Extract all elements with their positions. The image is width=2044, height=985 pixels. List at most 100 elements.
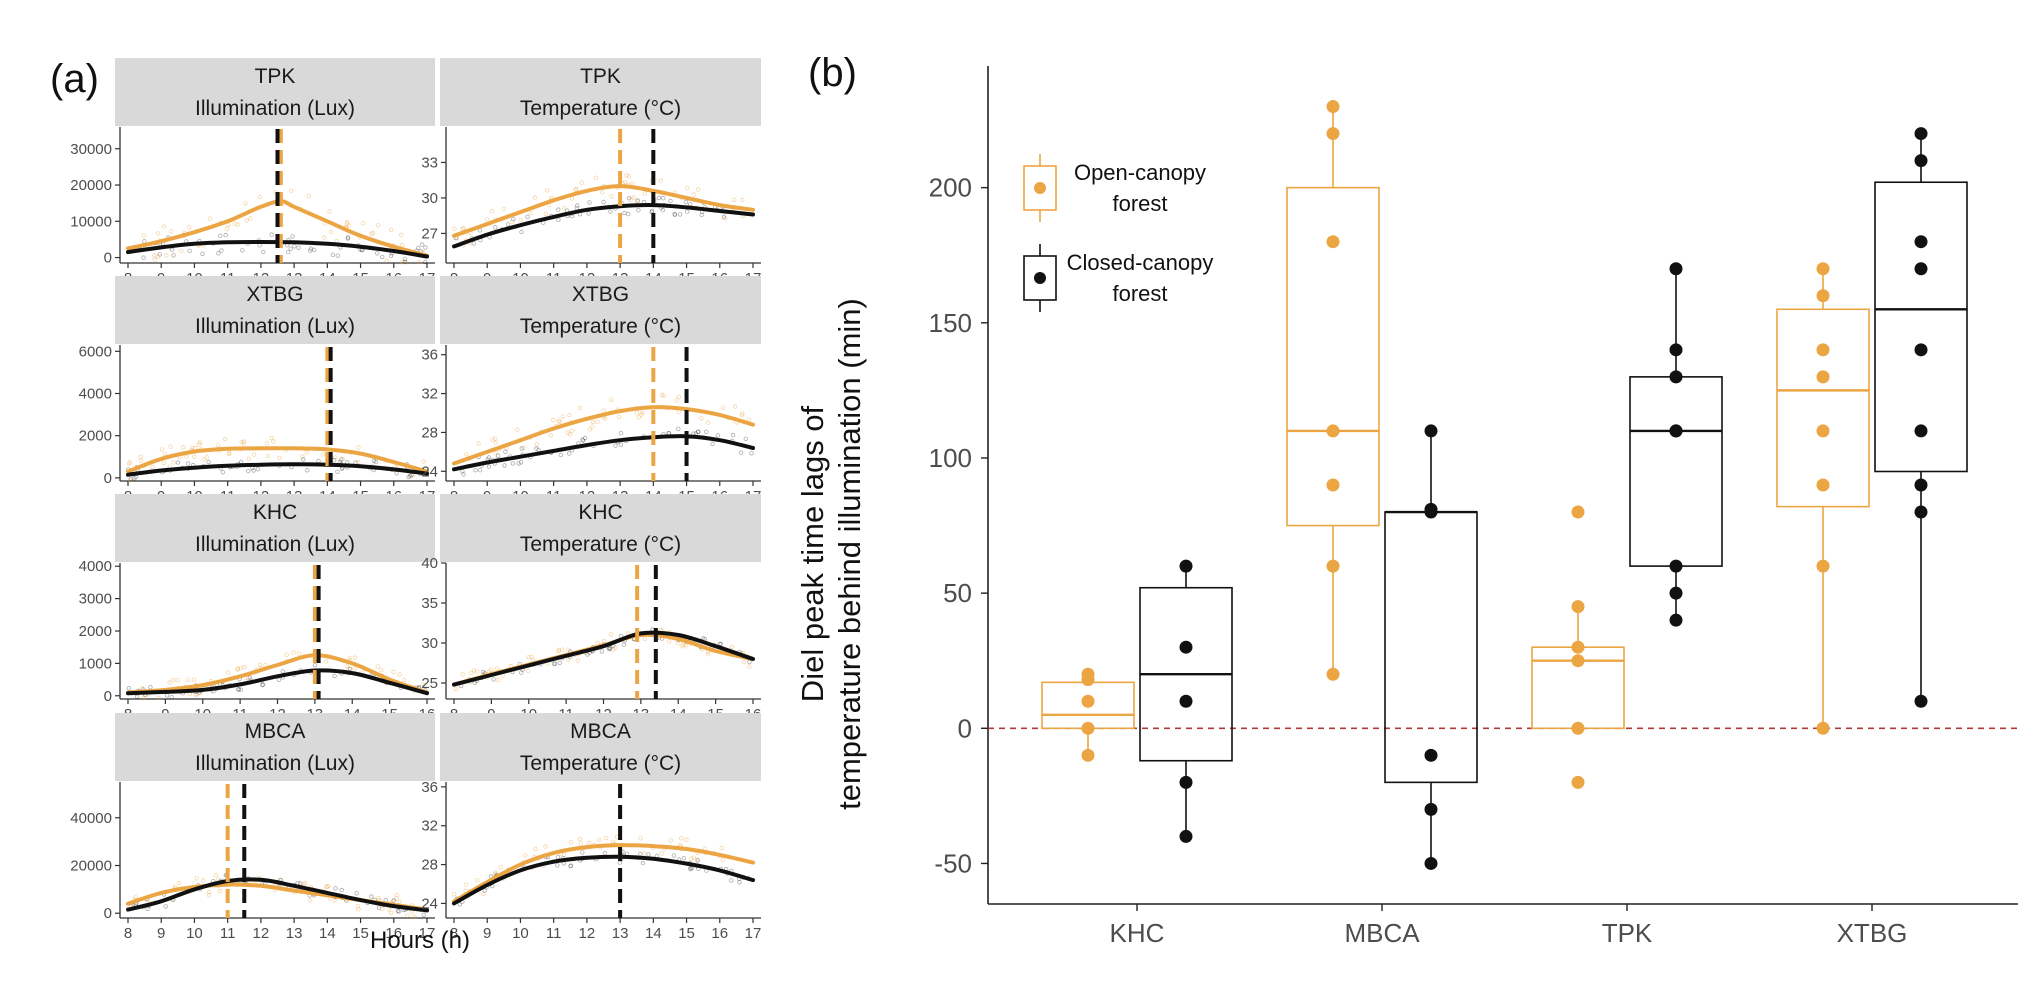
observation-point <box>312 663 318 668</box>
x-tick-label: 17 <box>419 925 436 942</box>
observation-point <box>240 248 245 253</box>
observation-point <box>617 414 622 420</box>
observation-point <box>286 249 291 255</box>
observation-point <box>677 212 683 217</box>
observation-point <box>510 219 515 224</box>
observation-point <box>246 468 251 474</box>
y-tick-label: 36 <box>421 347 438 364</box>
observation-point <box>710 441 715 447</box>
observation-point <box>307 898 313 903</box>
data-point <box>1914 154 1928 168</box>
data-point <box>1669 559 1683 573</box>
observation-point <box>187 248 192 253</box>
observation-point <box>737 880 742 885</box>
observation-point <box>301 457 306 462</box>
observation-point <box>516 461 521 466</box>
x-tick-label: 13 <box>612 925 629 942</box>
observation-point <box>729 644 734 650</box>
observation-point <box>159 447 165 452</box>
observation-point <box>489 667 494 672</box>
observation-point <box>175 460 181 465</box>
observation-point <box>247 675 253 680</box>
observation-point <box>126 461 132 466</box>
data-point <box>1326 127 1340 141</box>
observation-point <box>481 891 486 896</box>
data-point <box>1669 343 1683 357</box>
observation-point <box>534 442 539 447</box>
observation-point <box>371 458 377 464</box>
facet-strip <box>440 494 761 562</box>
closed-canopy-curve <box>452 854 755 906</box>
observation-point <box>601 638 607 644</box>
observation-point <box>352 655 358 660</box>
observation-point <box>347 655 352 661</box>
observation-point <box>578 841 583 846</box>
facet-variable-label: Temperature (°C) <box>520 97 681 120</box>
observation-point <box>646 852 651 857</box>
observation-point <box>261 682 266 687</box>
observation-point <box>573 186 579 192</box>
observation-point <box>674 398 679 403</box>
observation-point <box>533 846 538 852</box>
facet-site-label: TPK <box>255 65 296 88</box>
iqr-box <box>1776 308 1870 508</box>
x-tick-label: 12 <box>579 925 596 942</box>
observation-point <box>601 199 606 205</box>
observation-point <box>288 246 293 251</box>
observation-point <box>694 857 700 862</box>
observation-point <box>401 677 407 683</box>
iqr-box <box>1874 181 1968 473</box>
observation-point <box>384 258 389 263</box>
data-point <box>1424 748 1438 762</box>
y-tick-label: 2000 <box>79 428 112 445</box>
observation-point <box>235 666 240 671</box>
observation-point <box>568 863 573 868</box>
observation-point <box>296 651 302 656</box>
observation-point <box>739 413 745 418</box>
observation-point <box>380 254 385 260</box>
observation-point <box>638 851 643 857</box>
x-tick-label: 10 <box>186 925 203 942</box>
observation-point <box>502 463 507 468</box>
facet-variable-label: Temperature (°C) <box>520 752 681 775</box>
observation-point <box>141 695 146 701</box>
y-tick-label: 100 <box>929 443 972 473</box>
open-canopy-curve <box>452 843 755 904</box>
observation-point <box>501 206 506 211</box>
observation-point <box>518 460 524 465</box>
observation-point <box>555 863 560 868</box>
observation-point <box>579 180 584 185</box>
observation-point <box>213 872 218 878</box>
box-mbca-open <box>1286 100 1380 681</box>
closed-canopy-curve <box>126 877 429 913</box>
observation-point <box>490 437 495 443</box>
observation-point <box>391 898 396 903</box>
observation-point <box>176 880 182 886</box>
observation-point <box>640 860 646 866</box>
facet-variable-label: Temperature (°C) <box>520 533 681 556</box>
observation-point <box>704 429 709 435</box>
observation-point <box>618 431 624 436</box>
observation-point <box>185 677 190 682</box>
observation-point <box>391 669 396 675</box>
observation-point <box>482 888 487 893</box>
observation-point <box>683 643 688 648</box>
observation-point <box>519 446 524 451</box>
observation-point <box>164 253 169 258</box>
legend-open-key <box>1023 154 1057 222</box>
observation-point <box>475 669 480 674</box>
observation-point <box>402 259 408 265</box>
observation-point <box>157 252 162 257</box>
data-point <box>1816 721 1830 735</box>
observation-point <box>552 661 558 666</box>
observation-point <box>224 226 230 231</box>
facet-strip <box>440 713 761 781</box>
observation-point <box>493 440 499 445</box>
y-tick-label: 32 <box>421 386 438 403</box>
observation-point <box>618 442 624 447</box>
observation-point <box>661 393 666 398</box>
panel-a: TPK Illumination (Lux) 8 9 10 11 12 13 14 15 16 17 0… <box>70 58 761 942</box>
observation-point <box>236 687 241 692</box>
observation-point <box>226 451 232 457</box>
observation-point <box>706 420 711 425</box>
